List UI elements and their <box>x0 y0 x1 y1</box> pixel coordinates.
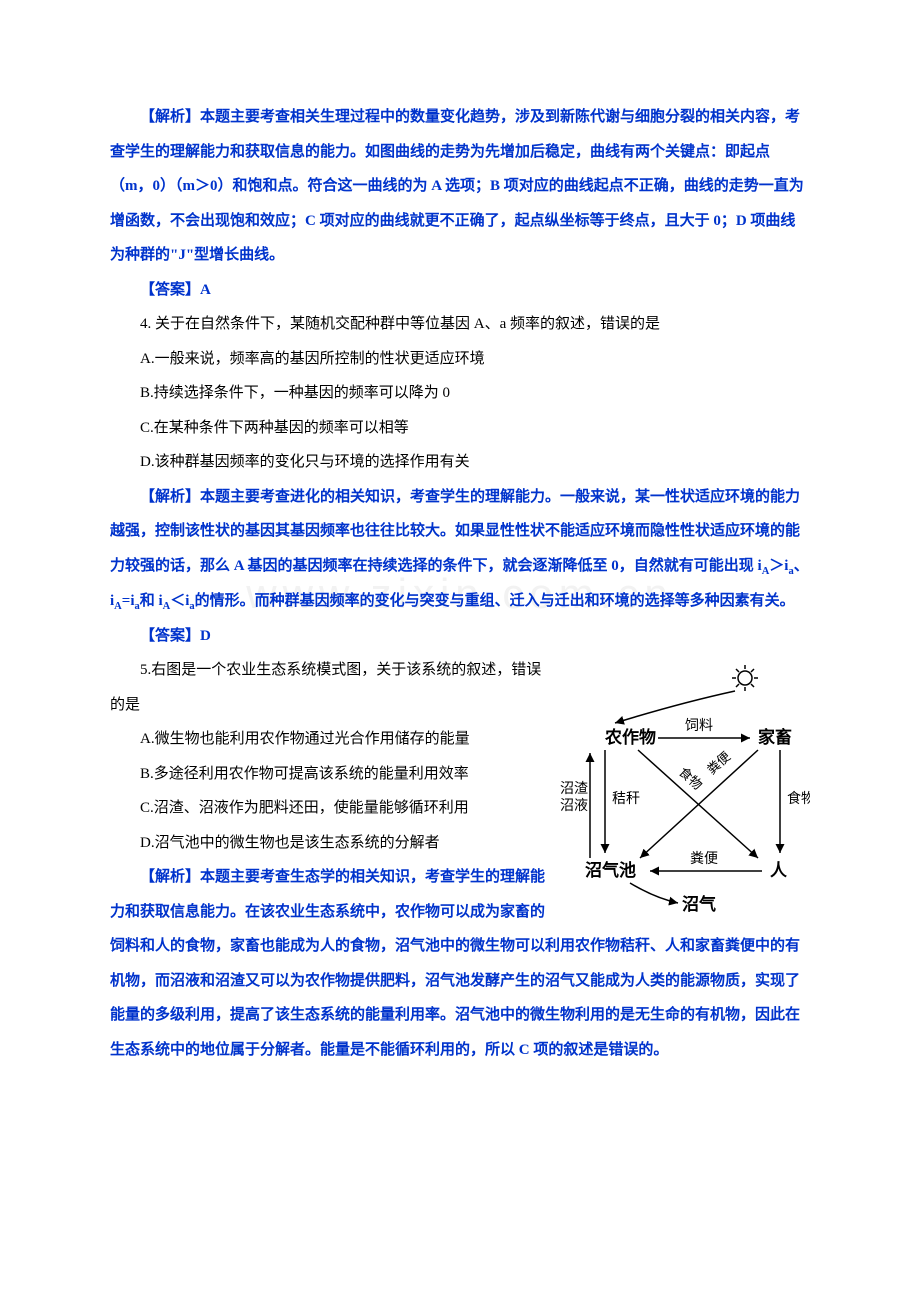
q4-optA: A.一般来说，频率高的基因所控制的性状更适应环境 <box>110 342 810 377</box>
residue-label2: 沼液 <box>560 798 588 814</box>
manure-label: 粪便 <box>690 851 718 867</box>
analysis-label-3: 【解析】 <box>140 869 200 885</box>
q4-optD: D.该种群基因频率的变化只与环境的选择作用有关 <box>110 445 810 480</box>
sub-a2: a <box>134 601 139 612</box>
q3-analysis-text: 本题主要考查相关生理过程中的数量变化趋势，涉及到新陈代谢与细胞分裂的相关内容，考… <box>110 109 804 263</box>
answer-label-2: 【答案】 <box>140 628 200 644</box>
answer-label: 【答案】 <box>140 282 200 298</box>
q4-analysis: 【解析】本题主要考查进化的相关知识，考查学生的理解能力。一般来说，某一性状适应环… <box>110 480 810 619</box>
q4-analysis-p2: 的情形。而种群基因频率的变化与突变与重组、迁入与迁出和环境的选择等多种因素有关。 <box>195 593 795 609</box>
feed-label: 饲料 <box>685 718 713 734</box>
straw-label: 秸秆 <box>612 791 640 807</box>
q4-analysis-p1: 本题主要考查进化的相关知识，考查学生的理解能力。一般来说，某一性状适应环境的能力… <box>110 489 800 574</box>
biogas-pool-label: 沼气池 <box>585 860 636 880</box>
crops-label: 农作物 <box>604 727 656 747</box>
analysis-label: 【解析】 <box>140 109 200 125</box>
ecosystem-diagram: 农作物 家畜 饲料 沼渣 沼液 秸秆 食物 食物 <box>560 658 810 918</box>
food-label: 食物 <box>787 790 810 807</box>
sub-a1: a <box>788 566 793 577</box>
analysis-label-2: 【解析】 <box>140 489 200 505</box>
manure-diag-label: 粪便 <box>704 749 733 778</box>
q4-optB: B.持续选择条件下，一种基因的频率可以降为 0 <box>110 376 810 411</box>
q4-optC: C.在某种条件下两种基因的频率可以相等 <box>110 411 810 446</box>
q3-answer-letter: A <box>200 282 211 298</box>
q4-answer-letter: D <box>200 628 211 644</box>
sun-icon <box>732 665 758 691</box>
sub-A2: A <box>114 601 122 612</box>
livestock-label: 家畜 <box>758 727 792 747</box>
human-label: 人 <box>770 861 788 880</box>
biogas-label: 沼气 <box>682 894 716 914</box>
sub-A1: A <box>762 566 770 577</box>
q4-stem: 4. 关于在自然条件下，某随机交配种群中等位基因 A、a 频率的叙述，错误的是 <box>110 307 810 342</box>
q4-answer: 【答案】D <box>110 619 810 654</box>
residue-label1: 沼渣 <box>560 781 588 797</box>
q3-answer: 【答案】A <box>110 273 810 308</box>
q3-analysis: 【解析】本题主要考查相关生理过程中的数量变化趋势，涉及到新陈代谢与细胞分裂的相关… <box>110 100 810 273</box>
sub-A3: A <box>163 601 171 612</box>
